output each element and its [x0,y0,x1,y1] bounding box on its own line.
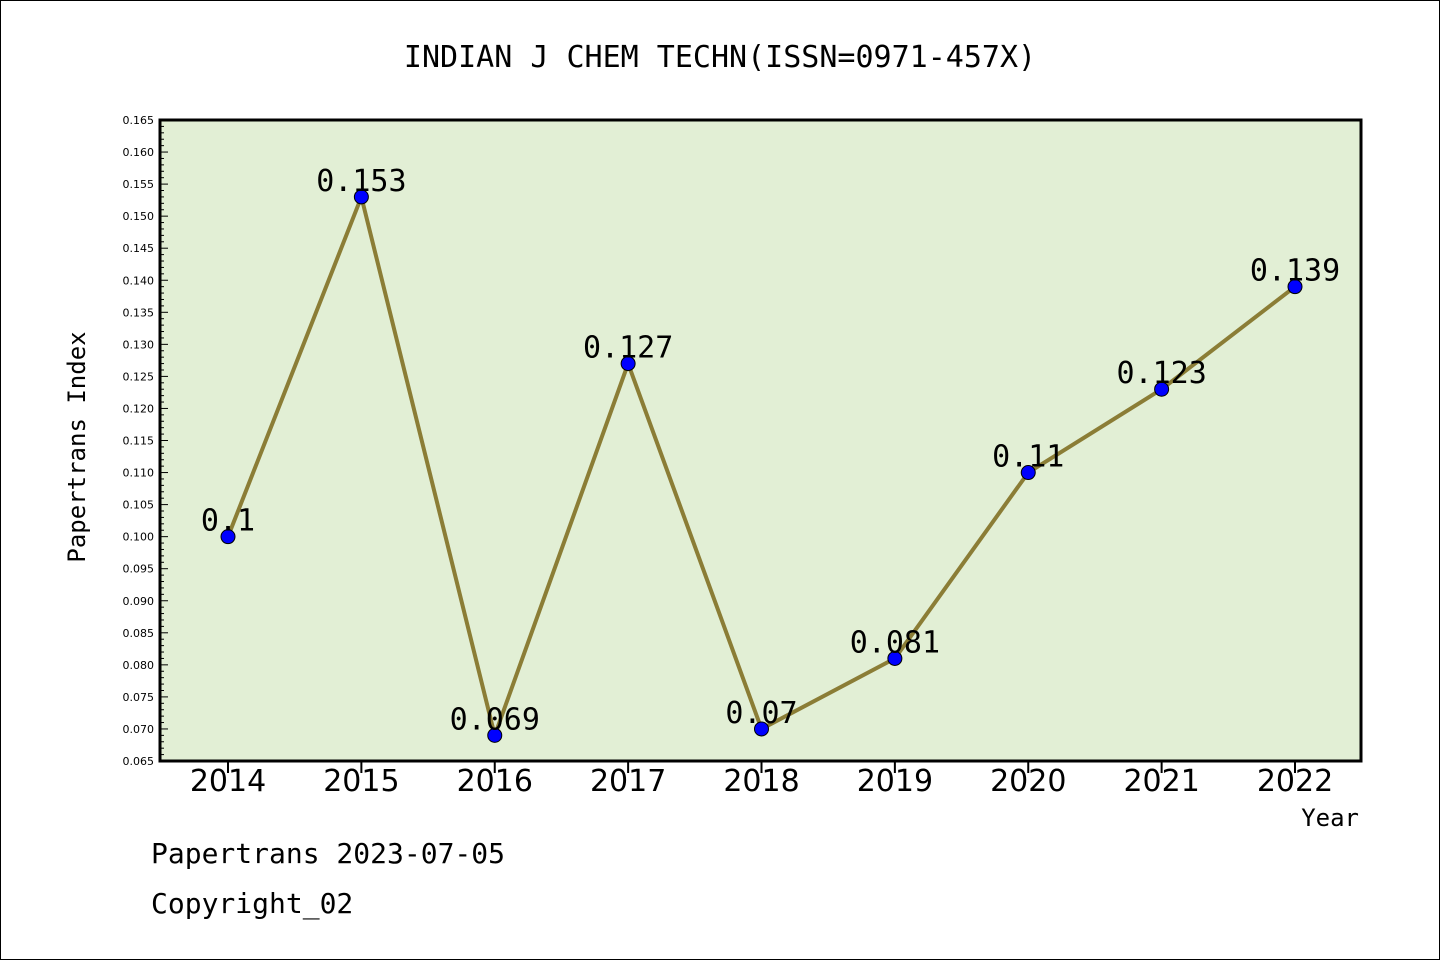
data-point [620,356,636,372]
y-tick-label: 0.115 [123,435,155,448]
y-tick-label: 0.090 [123,595,155,608]
y-tick-label: 0.145 [123,242,155,255]
y-tick-label: 0.100 [123,531,155,544]
y-tick-label: 0.160 [123,146,155,159]
y-tick-label: 0.155 [123,178,155,191]
data-label: 0.123 [1116,356,1206,391]
series-line-group [220,189,1303,743]
x-axis-label: Year [1301,804,1359,832]
data-point [487,727,503,743]
x-tick-label: 2017 [590,764,666,799]
data-label: 0.1 [201,504,255,539]
data-label: 0.07 [725,696,797,731]
y-tick-label: 0.105 [123,499,155,512]
footer-copyright: Copyright_02 [151,887,353,921]
x-tick-label: 2020 [990,764,1066,799]
y-tick-label: 0.065 [123,755,155,768]
plot-area [158,118,1363,763]
data-point [887,650,903,666]
data-label: 0.153 [316,164,406,199]
y-tick-label: 0.085 [123,627,155,640]
x-tick-label: 2022 [1257,764,1333,799]
y-axis: 0.065 0.070 0.075 0.080 0.085 0.090 0.095 0.100… [123,114,168,768]
y-tick-label: 0.140 [123,274,155,287]
y-tick-label: 0.095 [123,563,155,576]
data-label: 0.139 [1250,254,1340,289]
y-tick-label: 0.120 [123,402,155,415]
x-tick-label: 2019 [857,764,933,799]
y-tick-label: 0.110 [123,467,155,480]
y-tick-label: 0.150 [123,210,155,223]
chart-title: INDIAN J CHEM TECHN(ISSN=0971-457X) [404,40,1036,75]
x-tick-label: 2021 [1123,764,1199,799]
data-point [353,189,369,205]
data-label: 0.127 [583,331,673,366]
data-point [1154,381,1170,397]
x-tick-label: 2014 [190,764,266,799]
data-label-group: 0.1 0.153 0.069 0.127 0.07 0.081 0.11 0.123 0.13… [201,164,1340,737]
x-tick-label: 2016 [457,764,533,799]
y-axis-label: Papertrans Index [63,331,91,562]
data-label: 0.11 [992,440,1064,475]
x-tick-label: 2015 [323,764,399,799]
data-point [1020,465,1036,481]
y-tick-label: 0.130 [123,338,155,351]
x-axis: 2014 2015 2016 2017 2018 2019 2020 2021 2022 [190,761,1333,799]
data-label: 0.069 [450,702,540,737]
data-point [754,721,769,737]
data-point [1287,279,1303,295]
y-tick-label: 0.075 [123,691,155,704]
data-point [220,529,236,545]
y-tick-label: 0.135 [123,306,155,319]
y-tick-label: 0.080 [123,659,155,672]
y-tick-label: 0.125 [123,370,155,383]
y-tick-label: 0.070 [123,723,155,736]
y-tick-label: 0.165 [123,114,155,127]
data-label: 0.081 [850,625,940,660]
footer-date: Papertrans 2023-07-05 [151,837,505,870]
x-tick-label: 2018 [723,764,799,799]
